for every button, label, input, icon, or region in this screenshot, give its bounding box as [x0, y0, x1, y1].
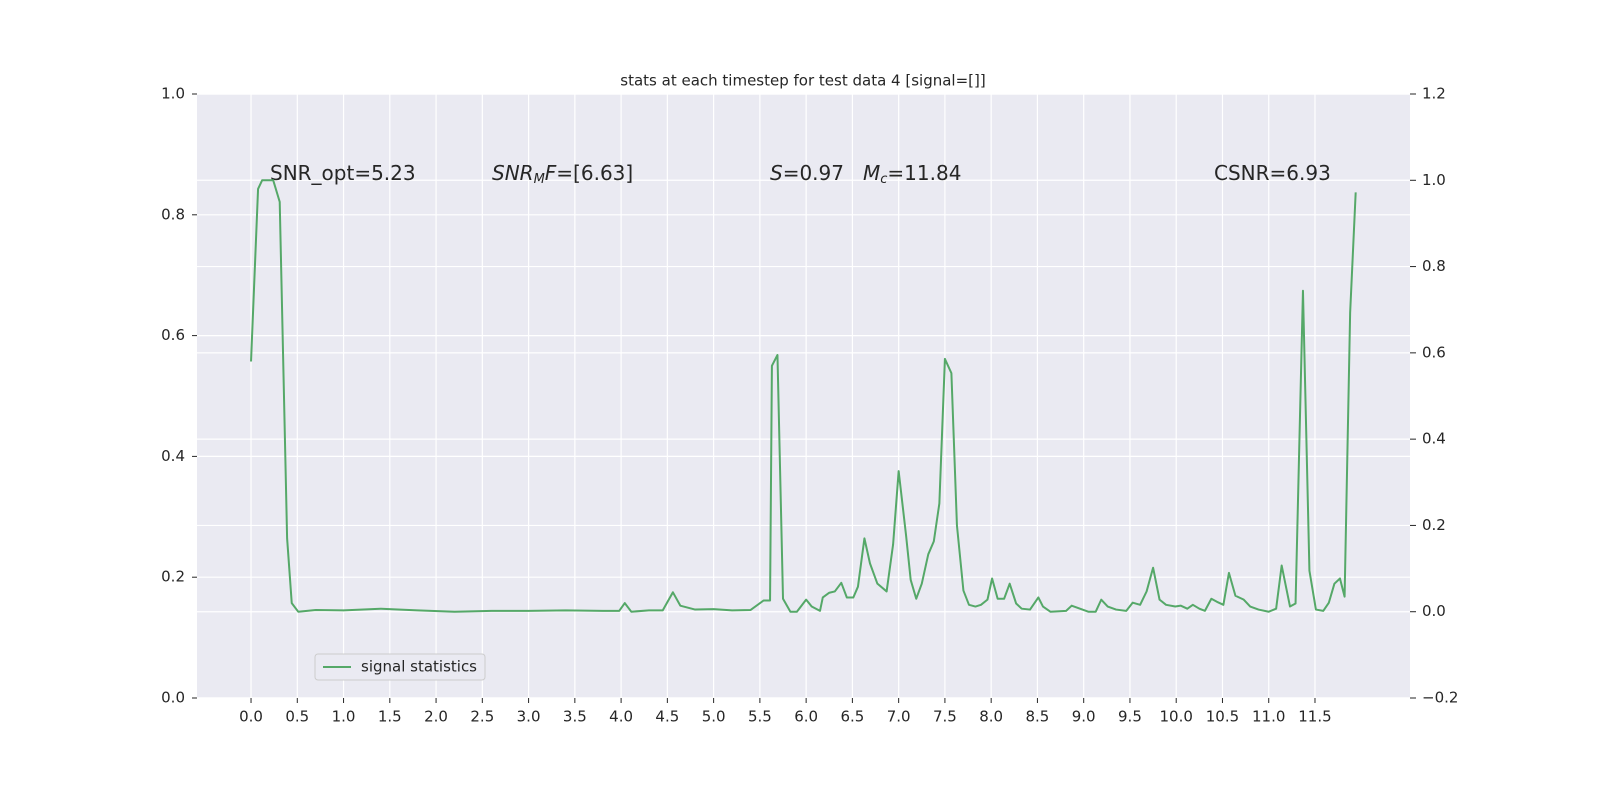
annotation: SNRMF=[6.63]: [492, 161, 633, 187]
annotation: S=0.97: [770, 161, 844, 185]
annotation: SNR_opt=5.23: [270, 161, 416, 185]
x-tick-label: 11.0: [1252, 708, 1285, 726]
y2-tick-label: 0.8: [1422, 257, 1446, 275]
annotation: CSNR=6.93: [1214, 161, 1331, 185]
x-tick-label: 8.5: [1026, 708, 1050, 726]
annotation-text: =0.97: [783, 161, 844, 185]
y-tick-label: 0.2: [161, 568, 185, 586]
y2-tick-label: −0.2: [1422, 689, 1458, 707]
legend-label: signal statistics: [361, 658, 477, 676]
x-tick-label: 6.5: [840, 708, 864, 726]
x-tick-label: 3.5: [563, 708, 587, 726]
chart-title: stats at each timestep for test data 4 […: [620, 72, 985, 90]
annotation-text: SNR_opt=5.23: [270, 161, 416, 185]
x-tick-label: 1.0: [332, 708, 356, 726]
x-tick-label: 9.0: [1072, 708, 1096, 726]
annotations: SNR_opt=5.23 SNRMF=[6.63] S=0.97 Mc=11.8…: [270, 161, 1331, 187]
x-tick-label: 6.0: [794, 708, 818, 726]
annotation-subscript: c: [880, 172, 887, 187]
y2-tick-label: 0.2: [1422, 516, 1446, 534]
x-tick-label: 10.5: [1206, 708, 1239, 726]
y-tick-label: 0.8: [161, 205, 185, 223]
annotation-subscript: M: [534, 172, 545, 187]
data-line: [250, 179, 1357, 613]
x-tick-label: 11.5: [1298, 708, 1331, 726]
y2-tick-label: 1.0: [1422, 171, 1446, 189]
annotation-text: =11.84: [887, 161, 961, 185]
y-tick-label: 0.0: [161, 689, 185, 707]
x-tick-label: 7.5: [933, 708, 957, 726]
legend: signal statistics: [314, 653, 486, 681]
x-tick-label: 4.0: [609, 708, 633, 726]
y-tick-label: 0.6: [161, 326, 185, 344]
x-tick-label: 5.0: [702, 708, 726, 726]
x-tick-label: 4.5: [655, 708, 679, 726]
annotation: Mc=11.84: [863, 161, 961, 187]
y-tick-label: 1.0: [161, 85, 185, 103]
annotation-text: CSNR=6.93: [1214, 161, 1331, 185]
y2-tick-label: 0.6: [1422, 343, 1446, 361]
annotation-text: M: [863, 161, 880, 185]
x-tick-label: 2.0: [424, 708, 448, 726]
x-tick-label: 9.5: [1118, 708, 1142, 726]
y2-tick-label: 0.0: [1422, 602, 1446, 620]
x-tick-label: 10.0: [1160, 708, 1193, 726]
y2-tick-label: 1.2: [1422, 85, 1446, 103]
y-tick-label: 0.4: [161, 447, 185, 465]
x-tick-label: 0.0: [239, 708, 263, 726]
x-tick-label: 3.0: [517, 708, 541, 726]
x-tick-label: 8.0: [979, 708, 1003, 726]
x-tick-label: 0.5: [285, 708, 309, 726]
annotation-text: S: [770, 161, 783, 185]
annotation-text: F: [545, 161, 557, 185]
legend-box: [314, 653, 486, 681]
x-tick-label: 7.0: [887, 708, 911, 726]
annotation-text: =[6.63]: [556, 161, 633, 185]
x-tick-label: 2.5: [470, 708, 494, 726]
x-tick-label: 1.5: [378, 708, 402, 726]
plot-area: [197, 94, 1410, 698]
y2-tick-label: 0.4: [1422, 430, 1446, 448]
annotation-text: SNR: [492, 161, 534, 185]
x-tick-label: 5.5: [748, 708, 772, 726]
